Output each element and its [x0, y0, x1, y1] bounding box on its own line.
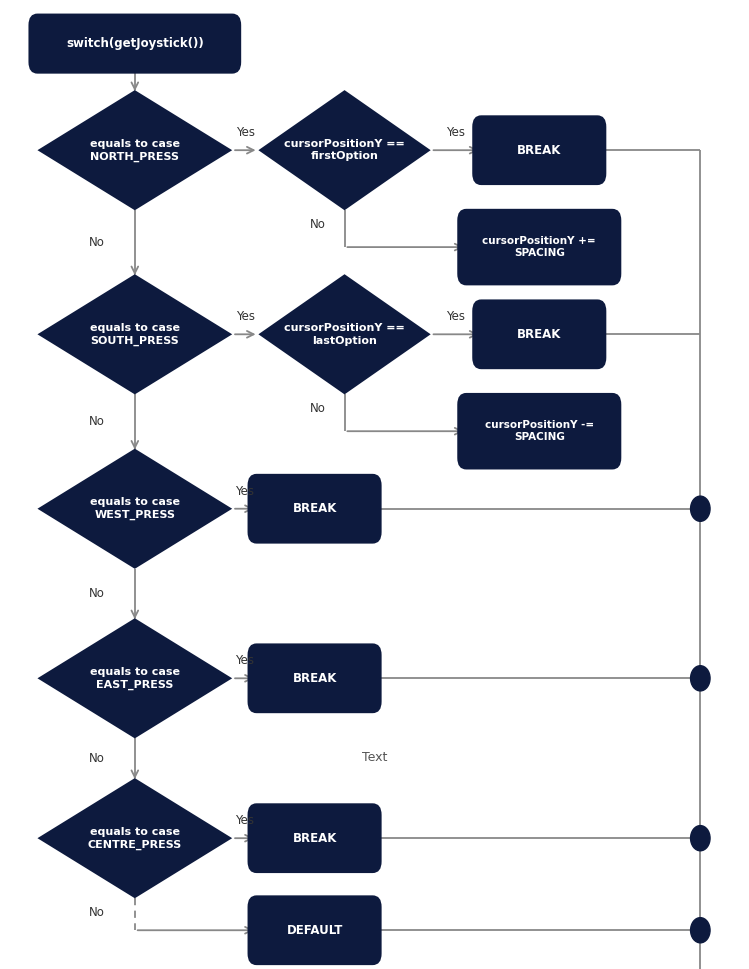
Text: Yes: Yes — [446, 126, 465, 140]
Text: cursorPositionY ==
lastOption: cursorPositionY == lastOption — [284, 323, 405, 346]
Text: No: No — [89, 906, 105, 920]
Text: Yes: Yes — [235, 814, 254, 828]
Text: cursorPositionY -=
SPACING: cursorPositionY -= SPACING — [485, 420, 594, 443]
Text: BREAK: BREAK — [292, 672, 337, 685]
Text: equals to case
EAST_PRESS: equals to case EAST_PRESS — [90, 667, 180, 690]
Text: equals to case
CENTRE_PRESS: equals to case CENTRE_PRESS — [88, 827, 182, 850]
FancyBboxPatch shape — [457, 209, 621, 286]
Text: cursorPositionY ==
firstOption: cursorPositionY == firstOption — [284, 139, 405, 162]
Polygon shape — [37, 274, 232, 394]
Circle shape — [691, 666, 710, 691]
FancyBboxPatch shape — [247, 474, 381, 544]
Text: equals to case
WEST_PRESS: equals to case WEST_PRESS — [90, 497, 180, 520]
FancyBboxPatch shape — [247, 895, 381, 965]
Text: Yes: Yes — [236, 310, 255, 324]
Polygon shape — [37, 90, 232, 210]
Text: No: No — [310, 218, 326, 232]
FancyBboxPatch shape — [247, 803, 381, 873]
FancyBboxPatch shape — [247, 643, 381, 713]
Text: equals to case
SOUTH_PRESS: equals to case SOUTH_PRESS — [90, 323, 180, 346]
Text: No: No — [310, 402, 326, 416]
Text: DEFAULT: DEFAULT — [286, 923, 343, 937]
Text: Yes: Yes — [235, 484, 254, 498]
Polygon shape — [37, 778, 232, 898]
Text: switch(getJoystick()): switch(getJoystick()) — [66, 37, 204, 50]
Text: BREAK: BREAK — [517, 143, 562, 157]
Text: Yes: Yes — [236, 126, 255, 140]
Text: BREAK: BREAK — [292, 502, 337, 516]
Text: No: No — [89, 415, 105, 428]
Text: equals to case
NORTH_PRESS: equals to case NORTH_PRESS — [90, 139, 180, 162]
FancyBboxPatch shape — [472, 115, 606, 185]
Text: Yes: Yes — [235, 654, 254, 668]
Text: BREAK: BREAK — [517, 328, 562, 341]
Circle shape — [691, 496, 710, 521]
Polygon shape — [37, 449, 232, 569]
Circle shape — [691, 826, 710, 851]
FancyBboxPatch shape — [28, 14, 241, 74]
Text: cursorPositionY +=
SPACING: cursorPositionY += SPACING — [482, 235, 596, 259]
Text: No: No — [89, 235, 105, 249]
Text: Text: Text — [362, 751, 387, 765]
Polygon shape — [258, 274, 431, 394]
Text: No: No — [89, 587, 105, 600]
Circle shape — [691, 918, 710, 943]
Polygon shape — [37, 618, 232, 738]
FancyBboxPatch shape — [472, 299, 606, 369]
Text: Yes: Yes — [446, 310, 465, 324]
Text: No: No — [89, 752, 105, 765]
FancyBboxPatch shape — [457, 393, 621, 470]
Text: BREAK: BREAK — [292, 831, 337, 845]
Polygon shape — [258, 90, 431, 210]
